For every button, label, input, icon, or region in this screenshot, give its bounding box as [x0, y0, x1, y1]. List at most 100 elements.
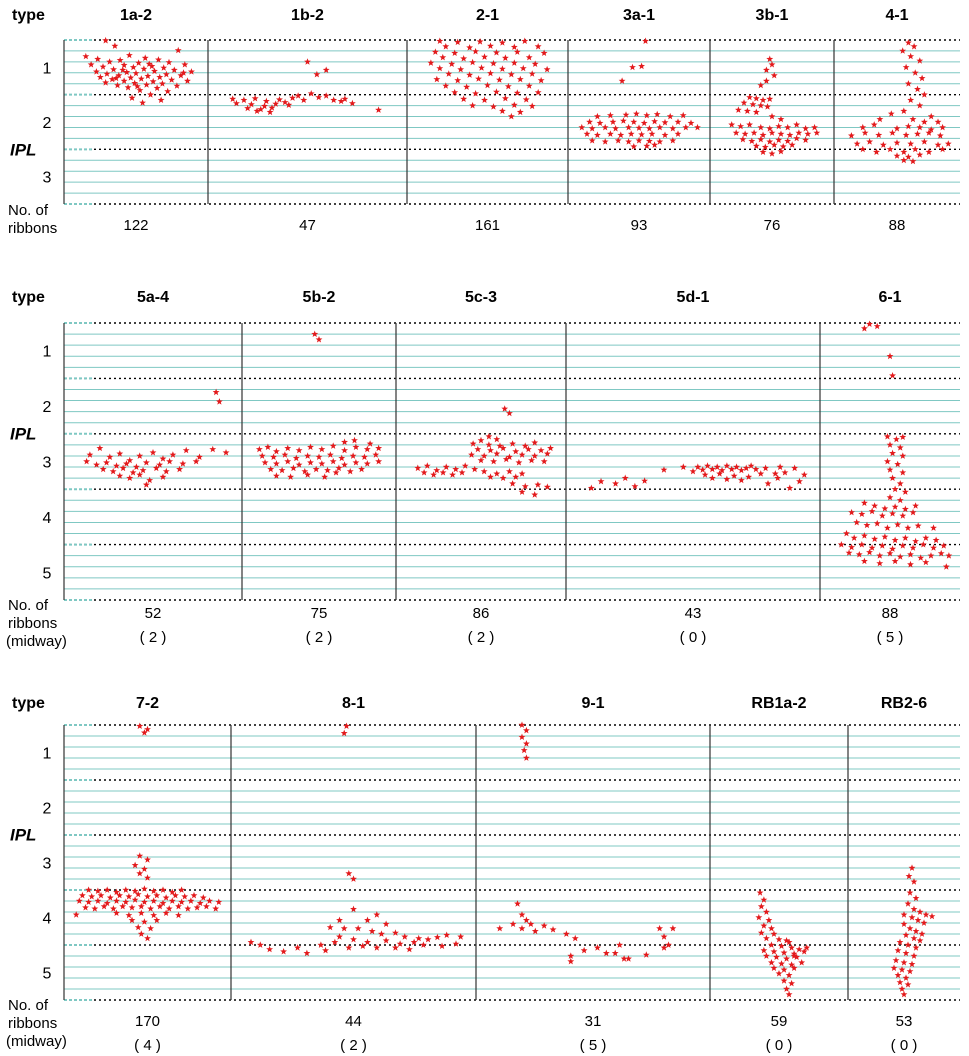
- row-2-panel-3-count: 86: [473, 605, 490, 622]
- ribbon-point: [466, 71, 473, 78]
- ribbon-point: [889, 510, 896, 517]
- ribbon-point: [281, 451, 289, 458]
- ribbon-point: [625, 123, 632, 131]
- ribbon-point: [264, 443, 272, 450]
- ribbon-point: [175, 911, 182, 919]
- ribbon-point: [910, 952, 918, 959]
- ribbon-point: [853, 140, 861, 147]
- ribbon-point: [531, 927, 539, 935]
- ribbon-point: [837, 541, 845, 548]
- ribbon-point: [112, 74, 120, 82]
- ribbon-point: [866, 138, 874, 145]
- ribbon-point: [284, 444, 292, 452]
- ribbon-point: [300, 96, 308, 103]
- ribbon-point: [904, 981, 912, 988]
- ribbon-point: [303, 949, 311, 957]
- ribbon-point: [901, 534, 909, 541]
- ribbon-point: [607, 111, 614, 119]
- ribbon-point: [157, 96, 165, 103]
- ribbon-point: [182, 446, 190, 454]
- ribbon-point: [502, 54, 509, 61]
- ribbon-point: [448, 60, 456, 67]
- ribbon-point: [894, 460, 902, 468]
- ribbon-point: [934, 118, 942, 125]
- ribbon-point: [518, 721, 526, 728]
- ribbon-point: [752, 142, 760, 149]
- ribbon-point: [914, 85, 921, 93]
- ribbon-point: [281, 98, 289, 106]
- ribbon-point: [331, 938, 339, 946]
- ribbon-point: [141, 729, 148, 736]
- ribbon-point: [939, 145, 946, 153]
- ribbon-point: [322, 66, 330, 73]
- ribbon-point: [612, 480, 619, 487]
- ribbon-point: [392, 929, 399, 936]
- ribbon-point: [629, 63, 636, 71]
- ribbon-point: [528, 70, 536, 77]
- ribbon-point: [382, 920, 390, 927]
- ribbon-point: [531, 439, 539, 446]
- ribbon-point: [499, 107, 506, 114]
- row-2-panel-1-midway-count: ( 2 ): [140, 629, 167, 646]
- ribbon-point: [96, 444, 104, 452]
- ribbon-point: [866, 320, 873, 327]
- ribbon-point: [733, 463, 740, 470]
- ribbon-point: [131, 79, 139, 87]
- row-1-panel-2-title: 1b-2: [291, 7, 324, 24]
- ribbon-point: [313, 70, 321, 78]
- ribbon-point: [521, 442, 529, 449]
- ribbon-point: [884, 433, 891, 440]
- ribbon-point: [212, 905, 220, 912]
- ribbon-point: [665, 941, 672, 948]
- ribbon-point: [906, 924, 914, 932]
- ribbon-point: [638, 131, 645, 138]
- ribbon-point: [170, 66, 178, 73]
- ribbon-point: [434, 933, 441, 941]
- ribbon-point: [502, 94, 509, 102]
- ribbon-point: [884, 524, 891, 531]
- ribbon-point: [268, 104, 276, 111]
- ribbon-point: [485, 441, 493, 448]
- row-3-y-tick-label: 2: [43, 801, 52, 818]
- ribbon-point: [193, 904, 201, 911]
- ribbon-point: [506, 453, 513, 460]
- ribbon-point: [723, 475, 731, 483]
- row-1-panel-6-count: 88: [889, 217, 906, 234]
- ribbon-point: [116, 472, 124, 479]
- ribbon-point: [788, 944, 795, 951]
- ribbon-point: [406, 945, 413, 953]
- ribbon-point: [125, 911, 133, 919]
- ribbon-point: [110, 65, 117, 73]
- ribbon-point: [780, 949, 788, 956]
- ribbon-point: [928, 912, 936, 920]
- ribbon-point: [162, 70, 170, 78]
- ribbon-point: [918, 930, 926, 937]
- row-2-panel-2-title: 5b-2: [303, 289, 336, 306]
- ribbon-point: [140, 65, 148, 72]
- ribbon-point: [701, 471, 709, 478]
- ribbon-point: [108, 75, 116, 83]
- row-2-panel-4-title: 5d-1: [677, 289, 710, 306]
- ribbon-point: [79, 891, 86, 899]
- ribbon-point: [137, 909, 145, 916]
- ribbon-point: [181, 61, 189, 68]
- ribbon-point: [648, 130, 656, 137]
- ribbon-point: [103, 459, 110, 466]
- ribbon-point: [289, 94, 296, 101]
- ribbon-point: [633, 110, 640, 117]
- ribbon-point: [918, 74, 926, 82]
- ribbon-point: [621, 474, 629, 481]
- ribbon-point: [871, 535, 879, 542]
- ribbon-point: [890, 964, 898, 971]
- ribbon-point: [301, 467, 309, 475]
- ribbon-point: [349, 452, 357, 459]
- ribbon-point: [321, 473, 329, 480]
- ribbon-point: [909, 544, 917, 551]
- ribbon-point: [742, 464, 750, 472]
- ribbon-point: [920, 138, 928, 145]
- ribbon-point: [128, 916, 136, 924]
- ribbon-point: [783, 937, 790, 944]
- ribbon-point: [853, 518, 861, 526]
- ribbon-point: [586, 118, 593, 125]
- ribbon-point: [752, 108, 760, 116]
